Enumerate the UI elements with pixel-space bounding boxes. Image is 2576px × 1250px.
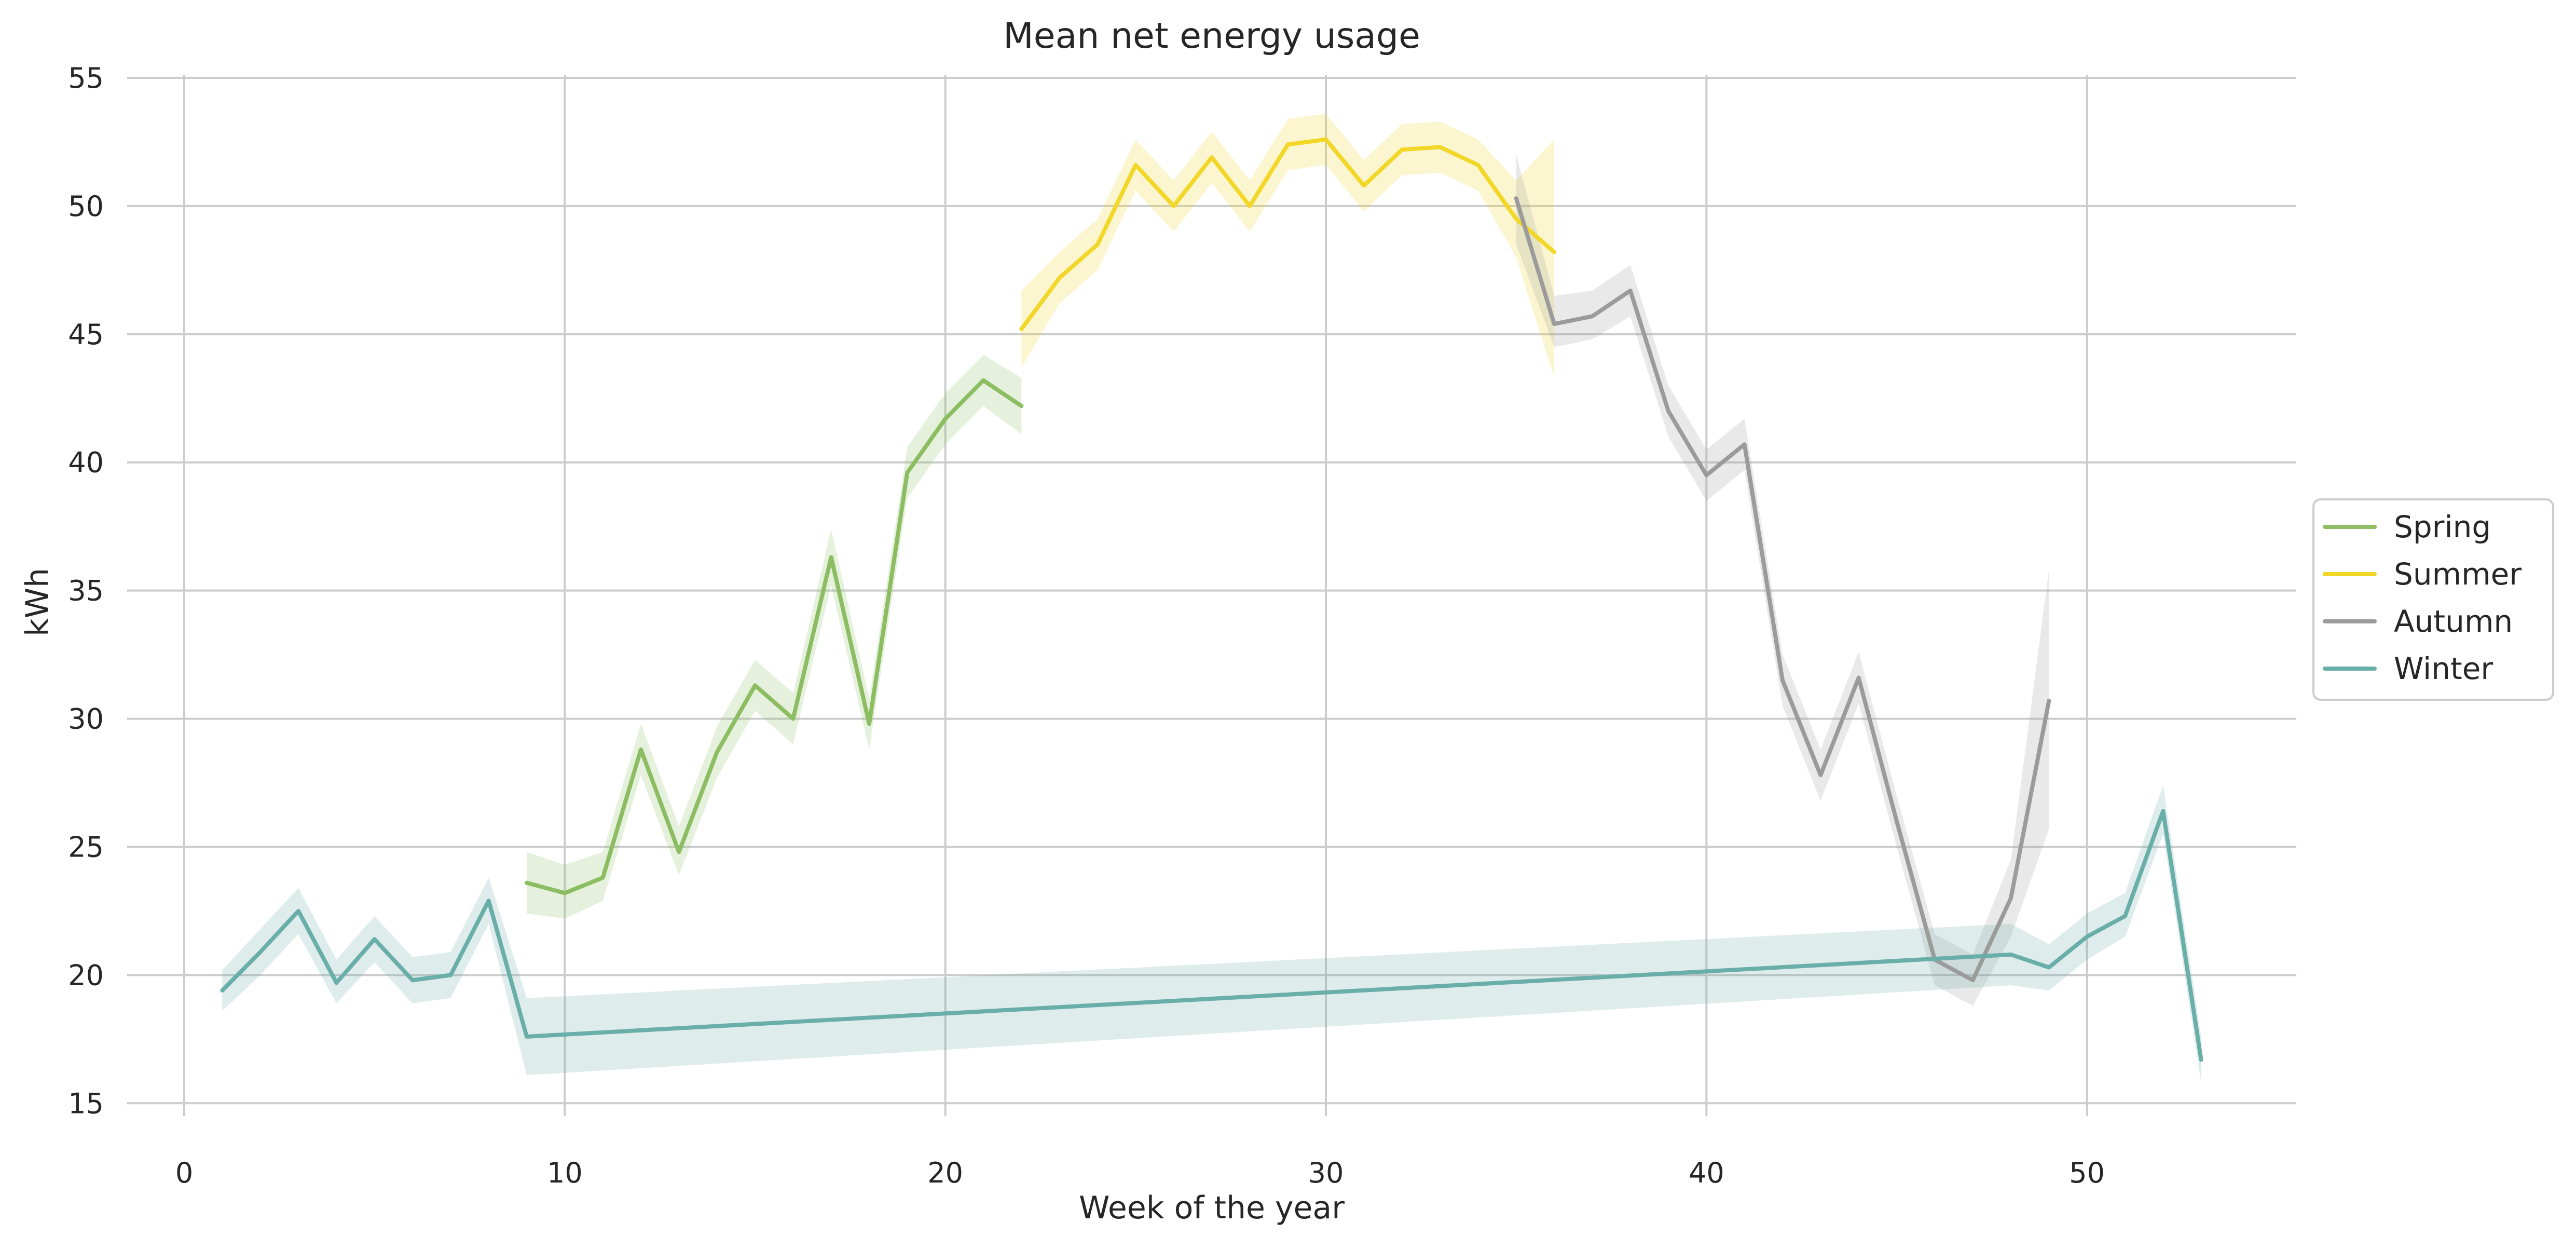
y-tick-label: 15 bbox=[68, 1087, 104, 1120]
chart-title: Mean net energy usage bbox=[1003, 16, 1420, 57]
spring-series-line bbox=[525, 378, 1024, 895]
y-tick-label: 45 bbox=[68, 318, 104, 351]
legend-label-summer: Summer bbox=[2394, 556, 2522, 592]
summer-series-line bbox=[1019, 137, 1556, 331]
autumn-confidence-band bbox=[1516, 155, 2049, 1006]
legend-label-autumn: Autumn bbox=[2394, 604, 2513, 639]
y-tick-label: 20 bbox=[68, 959, 104, 991]
spring-confidence-band bbox=[527, 355, 1022, 919]
legend-label-winter: Winter bbox=[2394, 651, 2493, 686]
legend-label-spring: Spring bbox=[2394, 509, 2491, 545]
y-tick-label: 35 bbox=[68, 575, 104, 607]
confidence-bands bbox=[222, 114, 2201, 1083]
winter-series-line bbox=[220, 809, 2203, 1062]
grid-lines bbox=[127, 75, 2296, 1116]
x-tick-label: 10 bbox=[547, 1157, 583, 1189]
series-lines bbox=[220, 137, 2203, 1062]
x-tick-label: 30 bbox=[1308, 1157, 1344, 1189]
y-axis-label: kWh bbox=[19, 568, 56, 636]
tick-labels: 0 10 20 30 40 50 15 20 25 30 35 40 45 50 55 bbox=[68, 62, 2105, 1189]
legend-box bbox=[2312, 498, 2554, 701]
y-tick-label: 50 bbox=[68, 190, 104, 223]
legend: Spring Summer Autumn Winter bbox=[2312, 498, 2554, 701]
x-axis-label: Week of the year bbox=[1079, 1190, 1345, 1226]
winter-confidence-band bbox=[222, 785, 2201, 1083]
x-tick-label: 50 bbox=[2069, 1157, 2105, 1189]
y-tick-label: 40 bbox=[68, 446, 104, 479]
autumn-series-line bbox=[1514, 196, 2051, 983]
summer-confidence-band bbox=[1021, 114, 1554, 378]
y-tick-label: 30 bbox=[68, 703, 104, 736]
y-tick-label: 55 bbox=[68, 62, 104, 94]
x-tick-label: 0 bbox=[175, 1157, 193, 1189]
x-tick-label: 40 bbox=[1689, 1157, 1724, 1189]
x-tick-label: 20 bbox=[927, 1157, 963, 1189]
y-tick-label: 25 bbox=[68, 831, 104, 863]
